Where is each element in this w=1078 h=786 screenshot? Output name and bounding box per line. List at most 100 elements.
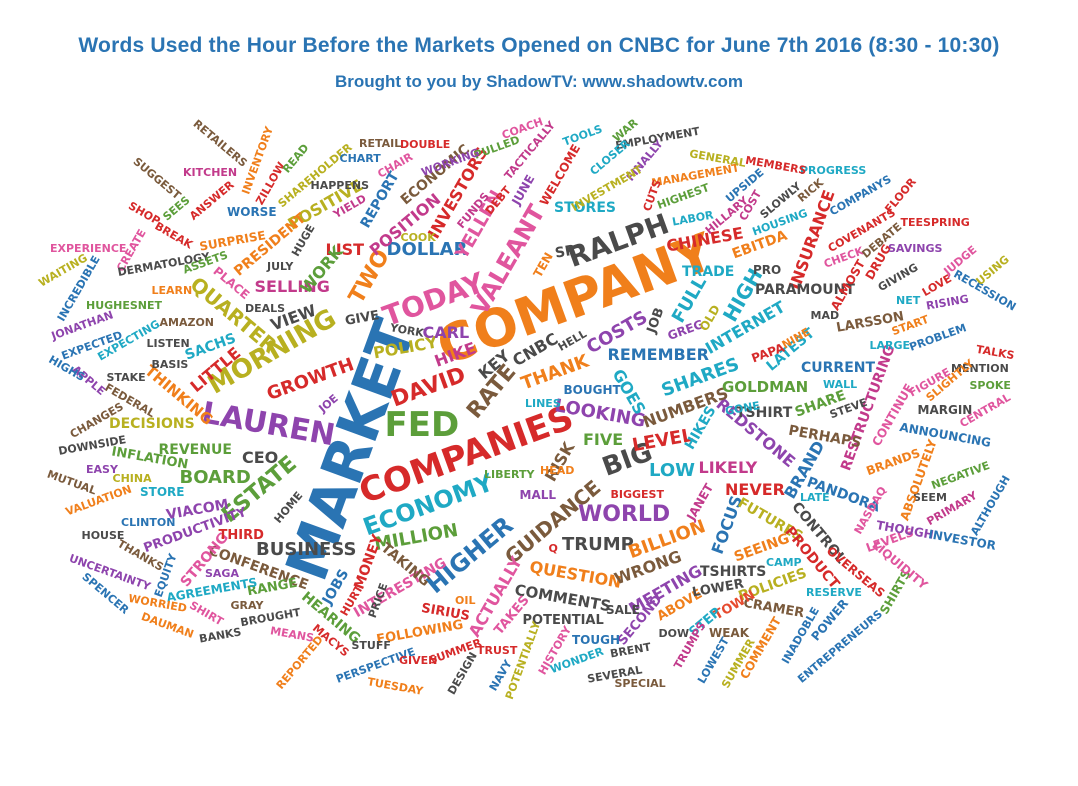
- cloud-word: ALTHOUGH: [967, 472, 1013, 538]
- cloud-word: PARAMOUNT: [755, 282, 855, 298]
- cloud-word: EXPERIENCE: [50, 241, 127, 255]
- cloud-word: SELLING: [254, 277, 330, 296]
- cloud-word: LINES: [525, 396, 561, 410]
- cloud-word: TUESDAY: [366, 674, 425, 698]
- cloud-word: Q: [548, 541, 558, 555]
- chart-title: Words Used the Hour Before the Markets O…: [78, 34, 1000, 57]
- cloud-word: INVESTOR: [927, 527, 997, 553]
- cloud-word: WALL: [823, 377, 858, 391]
- cloud-word: MARGIN: [917, 403, 973, 417]
- cloud-word: CAMP: [766, 555, 802, 569]
- cloud-word: CLINTON: [121, 515, 176, 529]
- cloud-word: STORE: [140, 485, 185, 499]
- cloud-word: DOUBLE: [400, 137, 451, 151]
- cloud-word: MEANS: [269, 623, 315, 645]
- cloud-word: NEGATIVE: [929, 458, 991, 492]
- cloud-word: POTENTIALLY: [502, 619, 544, 701]
- cloud-word: RESERVE: [806, 585, 862, 599]
- cloud-word: JULY: [267, 259, 294, 273]
- cloud-word: LARGE: [869, 338, 911, 352]
- cloud-word: TSHIRT: [736, 405, 793, 421]
- cloud-word: MAD: [810, 308, 840, 322]
- cloud-word: TRUMP: [562, 534, 634, 555]
- cloud-word: LIKELY: [698, 458, 758, 477]
- cloud-word: NET: [896, 293, 921, 307]
- cloud-word: LISTEN: [146, 336, 190, 350]
- cloud-word: OLD: [696, 302, 723, 334]
- cloud-word: SP: [553, 242, 577, 262]
- cloud-word: HAPPENS: [310, 178, 370, 192]
- cloud-word: SPOKE: [969, 378, 1011, 392]
- cloud-word: LOW: [649, 460, 695, 481]
- cloud-word: SHOP: [125, 198, 162, 228]
- cloud-word: DEALS: [245, 301, 286, 315]
- cloud-word: USING: [972, 252, 1012, 288]
- cloud-word: ANNOUNCING: [897, 420, 992, 450]
- cloud-word: LEARN: [151, 283, 193, 297]
- cloud-word: MALL: [519, 488, 557, 502]
- cloud-word: NEVER: [725, 480, 785, 499]
- cloud-word: TRADE: [682, 264, 735, 280]
- cloud-word: BANKS: [197, 624, 242, 646]
- cloud-word: BREAK: [152, 219, 195, 251]
- cloud-word: OIL: [455, 593, 476, 607]
- cloud-word: TOUGH: [572, 633, 621, 647]
- chart-subtitle: Brought to you by ShadowTV: www.shadowtv…: [334, 72, 743, 91]
- cloud-word: SPECIAL: [614, 676, 666, 690]
- cloud-word: FED: [384, 405, 460, 445]
- cloud-word: DECISIONS: [109, 416, 195, 432]
- cloud-word: MENTION: [951, 361, 1009, 375]
- cloud-word: GOLDMAN: [722, 377, 809, 396]
- cloud-word: BASIS: [151, 357, 189, 371]
- cloud-word: WORSE: [227, 205, 277, 219]
- cloud-word: RETAIL: [359, 136, 402, 150]
- cloud-word: SEEM: [913, 490, 947, 504]
- cloud-word: STORES: [554, 200, 616, 216]
- cloud-word: GIVEN: [399, 653, 438, 667]
- cloud-word: CEO: [242, 448, 279, 467]
- cloud-word: HOUSE: [81, 528, 125, 542]
- cloud-word: TSHIRTS: [700, 564, 767, 580]
- cloud-word: TALKS: [974, 342, 1015, 362]
- cloud-word: SALE: [606, 603, 640, 617]
- cloud-word: WORLD: [578, 502, 671, 527]
- cloud-word: CURRENT: [801, 360, 876, 376]
- cloud-word: SUGGEST: [130, 154, 184, 202]
- cloud-word: HUGHESNET: [86, 298, 163, 312]
- cloud-word: TOOLS: [560, 121, 604, 149]
- cloud-word: CHINA: [112, 471, 152, 485]
- cloud-word: KITCHEN: [183, 165, 238, 179]
- cloud-word: GRAY: [230, 598, 264, 612]
- cloud-word: SHIRT: [186, 598, 225, 628]
- cloud-word: BOARD: [179, 467, 251, 488]
- cloud-word: REVENUE: [158, 442, 232, 458]
- cloud-word: TEESPRING: [900, 215, 970, 229]
- cloud-word: SAVINGS: [888, 241, 943, 255]
- cloud-word: BOUGHT: [563, 383, 621, 397]
- cloud-word: JOB: [644, 305, 668, 335]
- cloud-word: DOW: [658, 626, 690, 640]
- cloud-word: BIGGEST: [610, 487, 664, 501]
- cloud-word: LATE: [800, 490, 830, 504]
- cloud-word: RETAILERS: [190, 116, 250, 170]
- cloud-word: READ: [280, 140, 312, 176]
- cloud-word: CHART: [339, 151, 381, 165]
- cloud-word: WEAK: [709, 626, 750, 640]
- cloud-word: REMEMBER: [607, 345, 709, 364]
- cloud-word: PROGRESS: [800, 163, 867, 177]
- cloud-word: LIST: [325, 240, 365, 259]
- cloud-word: SAGA: [205, 566, 239, 580]
- cloud-word: AMAZON: [159, 315, 215, 329]
- cloud-word: CARL: [422, 323, 470, 342]
- cloud-word: DAUMAN: [138, 609, 195, 641]
- cloud-word: LIBERTY: [484, 467, 535, 481]
- cloud-word: BUSINESS: [256, 539, 357, 560]
- cloud-word: COOK: [400, 230, 436, 244]
- cloud-word: STAKE: [106, 370, 146, 384]
- cloud-word: THIRD: [218, 527, 264, 543]
- cloud-word: TEN: [530, 250, 556, 280]
- cloud-word: DOLLAR: [386, 239, 468, 260]
- cloud-word: STUFF: [351, 638, 391, 652]
- cloud-word: EASY: [86, 462, 118, 476]
